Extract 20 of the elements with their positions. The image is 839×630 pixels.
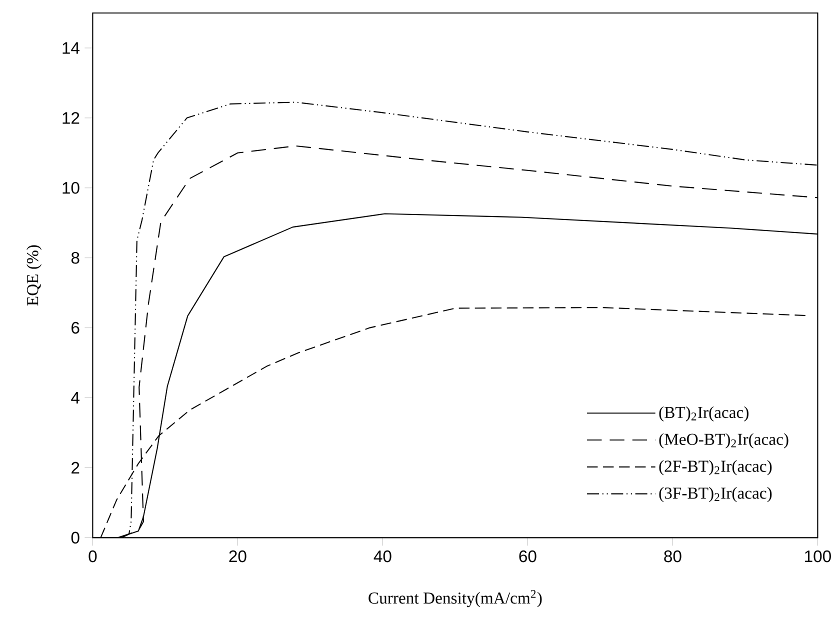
legend-label: (2F-BT)$_{2}$Ir(acac): [659, 460, 772, 476]
x-axis-title: Current Density(mA/cm$^{2}$): [368, 590, 542, 608]
y-tick-label: 10: [62, 182, 80, 194]
legend-label: (3F-BT)$_{2}$Ir(acac): [659, 487, 772, 502]
legend-label: (MeO-BT)$_{2}$Ir(acac): [659, 433, 788, 448]
y-tick-label: 4: [71, 392, 80, 404]
x-tick-label: 80: [664, 550, 682, 562]
y-tick-label: 14: [62, 42, 80, 54]
x-tick-label: 0: [88, 550, 97, 562]
y-tick-label: 6: [72, 322, 80, 334]
x-tick-label: 20: [229, 550, 246, 562]
y-axis-title: EQE (%): [26, 245, 42, 306]
y-tick-label: 12: [62, 112, 80, 124]
y-tick-label: 0: [71, 532, 80, 544]
x-tick-label: 60: [519, 550, 536, 562]
legend-label: (BT)$_{2}$Ir(acac): [659, 406, 748, 422]
x-tick-label: 40: [374, 550, 392, 562]
x-tick-label: 100: [805, 550, 831, 562]
y-tick-label: 2: [72, 462, 80, 474]
y-tick-label: 8: [71, 252, 80, 264]
